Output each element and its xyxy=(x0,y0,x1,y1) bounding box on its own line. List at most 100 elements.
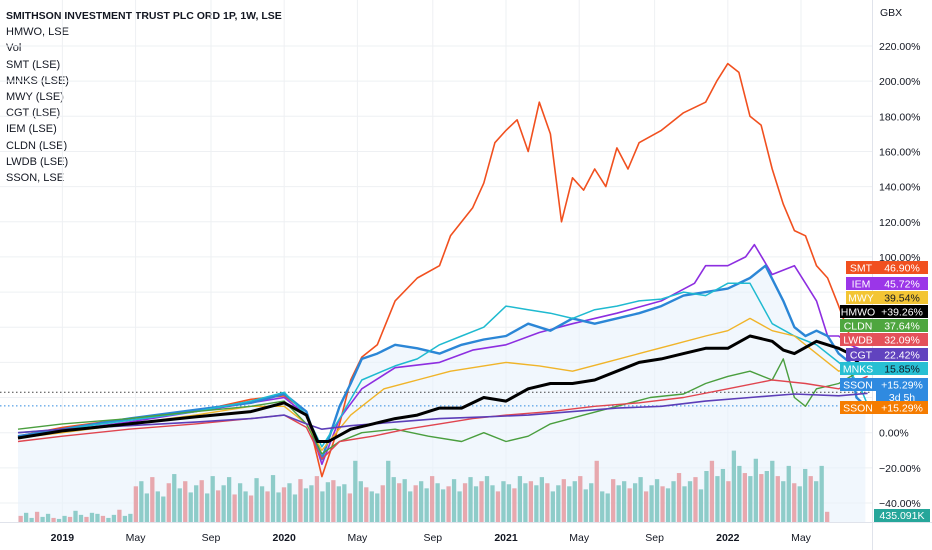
volume-bar xyxy=(353,460,358,522)
volume-bar xyxy=(402,479,407,522)
price-tag-value: +39.26% xyxy=(881,307,923,319)
price-tag-value: 15.85% xyxy=(884,364,920,376)
volume-bar xyxy=(380,485,385,522)
series-line-mnks[interactable] xyxy=(17,282,869,448)
volume-bar xyxy=(528,481,534,522)
x-tick-label: 2021 xyxy=(494,532,518,544)
volume-bar xyxy=(67,516,73,522)
volume-bar xyxy=(95,513,100,522)
volume-bar xyxy=(413,485,418,522)
volume-bar xyxy=(314,476,320,522)
volume-bar xyxy=(172,474,177,522)
series-line-cgt[interactable] xyxy=(17,392,868,434)
volume-bar xyxy=(731,450,737,522)
volume-bar xyxy=(205,493,210,522)
y-tick-label: 180.00% xyxy=(879,111,920,123)
volume-bar xyxy=(270,475,276,522)
series-line-iem[interactable] xyxy=(17,243,868,466)
volume-bar xyxy=(221,485,226,522)
series-line-hmwo[interactable] xyxy=(17,334,869,443)
volume-bar xyxy=(100,515,106,522)
y-tick-label: 220.00% xyxy=(879,41,920,53)
series-line-cldn[interactable] xyxy=(17,358,868,455)
price-tag-mwy[interactable]: MWY 39.54% xyxy=(846,291,928,305)
legend-item[interactable]: SSON, LSE xyxy=(6,172,65,185)
y-tick-label: 120.00% xyxy=(879,217,920,229)
y-tick-label: 160.00% xyxy=(879,146,920,158)
price-tag-mnks[interactable]: MNKS 15.85% xyxy=(840,362,928,376)
volume-bar xyxy=(654,479,660,522)
volume-bar xyxy=(265,491,270,522)
volume-bar xyxy=(578,476,583,522)
legend-item[interactable]: MWY (LSE) xyxy=(6,91,64,104)
price-tag-value: 37.64% xyxy=(884,321,920,333)
price-tag-value: 45.72% xyxy=(884,279,920,291)
volume-bar xyxy=(34,511,40,522)
volume-bar xyxy=(369,491,374,522)
volume-bar xyxy=(419,481,424,522)
volume-bar xyxy=(111,514,117,522)
volume-bar xyxy=(117,509,122,522)
volume-bar xyxy=(429,476,435,522)
price-tag-iem[interactable]: IEM 45.72% xyxy=(846,277,928,291)
volume-bar xyxy=(567,486,572,522)
volume-bar xyxy=(166,483,171,522)
x-tick-label: May xyxy=(791,532,812,544)
volume-bar xyxy=(303,488,309,522)
volume-bar xyxy=(188,492,193,522)
chart-title: SMITHSON INVESTMENT TRUST PLC ORD 1P, 1W… xyxy=(6,10,282,22)
price-tag-cgt[interactable]: CGT 22.42% xyxy=(846,348,928,362)
volume-bar xyxy=(786,465,791,522)
volume-bar xyxy=(561,479,566,522)
price-tag-label: HMWO xyxy=(841,307,875,319)
legend-item[interactable]: CLDN (LSE) xyxy=(6,139,68,152)
volume-bar xyxy=(490,485,495,522)
legend-item[interactable]: Vol xyxy=(6,42,22,55)
x-tick-label: Sep xyxy=(645,532,664,544)
x-tick-label: 2022 xyxy=(716,532,740,544)
volume-bar xyxy=(73,510,78,522)
volume-bar xyxy=(605,493,610,522)
volume-bar xyxy=(89,512,95,522)
volume-bar xyxy=(177,488,182,522)
volume-bar xyxy=(84,516,89,522)
legend-item[interactable]: HMWO, LSE xyxy=(6,26,69,39)
series-line-mwy[interactable] xyxy=(17,317,868,451)
price-tag-sson[interactable]: SSON +15.29% xyxy=(840,401,928,415)
price-tag-lwdb[interactable]: LWDB 32.09% xyxy=(840,333,928,347)
volume-bar xyxy=(671,481,676,522)
volume-bar xyxy=(320,491,325,522)
volume-bar xyxy=(194,485,199,522)
volume-bar xyxy=(139,481,144,522)
legend-item[interactable]: SMT (LSE) xyxy=(6,58,61,71)
volume-bar xyxy=(753,458,758,522)
volume-bar xyxy=(216,490,221,522)
legend-item[interactable]: IEM (LSE) xyxy=(6,123,57,136)
volume-bar xyxy=(698,489,704,522)
volume-bar xyxy=(622,481,627,522)
volume-bar xyxy=(248,495,254,522)
volume-bar xyxy=(56,518,62,522)
volume-bar xyxy=(638,477,643,522)
volume-bar xyxy=(759,474,764,522)
volume-bar xyxy=(825,511,830,522)
volume-bar xyxy=(122,515,128,522)
price-tag-label: CLDN xyxy=(844,321,873,333)
volume-bar xyxy=(199,480,204,522)
y-tick-label: 200.00% xyxy=(879,76,920,88)
y-tick-label: 140.00% xyxy=(879,182,920,194)
volume-bar xyxy=(254,478,259,522)
volume-bar xyxy=(808,476,813,522)
volume-bar xyxy=(764,471,769,522)
volume-bar xyxy=(347,493,352,522)
price-tag-smt[interactable]: SMT 46.90% xyxy=(846,261,928,275)
price-tag-cldn[interactable]: CLDN 37.64% xyxy=(840,319,928,333)
price-tag-hmwo[interactable]: HMWO +39.26% xyxy=(840,305,928,319)
x-tick-label: 2019 xyxy=(51,532,75,544)
volume-bar xyxy=(797,486,802,522)
legend-item[interactable]: LWDB (LSE) xyxy=(6,155,69,168)
price-tag-value: +15.29% xyxy=(881,380,923,392)
volume-bar xyxy=(649,485,654,522)
volume-bar xyxy=(473,486,479,522)
